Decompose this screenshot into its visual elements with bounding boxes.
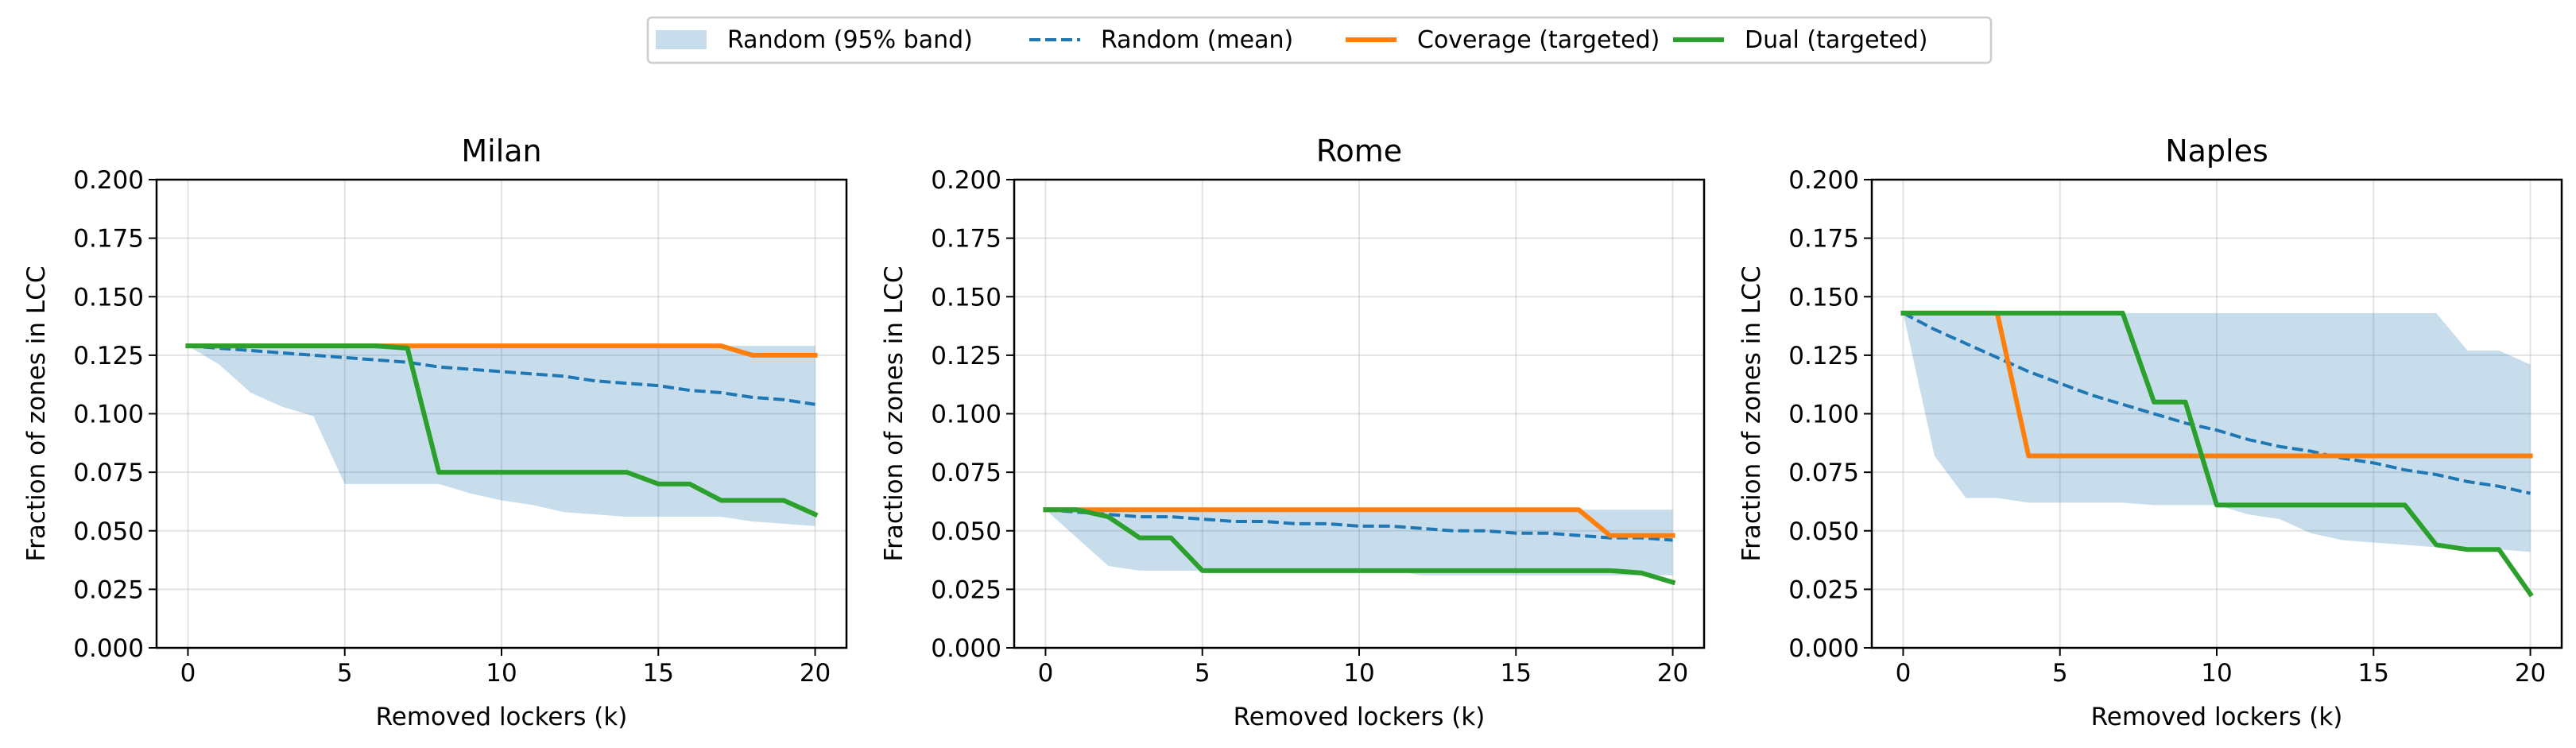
x-tick-label: 10 [2201, 659, 2232, 688]
y-tick-label: 0.175 [931, 225, 1001, 254]
legend-label-band: Random (95% band) [727, 26, 973, 54]
y-tick-label: 0.125 [1788, 342, 1859, 370]
series-line-mean [1045, 508, 1673, 542]
x-axis-label: Removed lockers (k) [376, 703, 628, 731]
x-tick-label: 5 [2052, 659, 2068, 688]
legend-label-coverage: Coverage (targeted) [1417, 26, 1660, 54]
chart-title: Naples [2165, 134, 2268, 169]
band-area [188, 346, 815, 526]
x-tick-label: 20 [1657, 659, 1688, 688]
y-tick-label: 0.075 [73, 459, 144, 487]
y-tick-label: 0.100 [931, 401, 1001, 429]
series-line-coverage [1043, 507, 1675, 538]
x-tick-label: 15 [2358, 659, 2389, 688]
panel-rome: 0 5 10 15 20 0.000 0.025 0.050 0.075 0.100 0.125 0.… [880, 134, 1706, 731]
x-tick-label: 5 [337, 659, 353, 688]
chart-title: Milan [461, 134, 541, 169]
y-axis-label: Fraction of zones in LCC [22, 266, 51, 562]
y-tick-label: 0.200 [1788, 166, 1859, 195]
y-tick-label: 0.100 [73, 401, 144, 429]
x-axis-label: Removed lockers (k) [1234, 703, 1486, 731]
y-tick-label: 0.050 [73, 517, 144, 546]
series-line-dual [1043, 507, 1676, 586]
x-tick-label: 10 [486, 659, 517, 688]
y-tick-label: 0.150 [73, 283, 144, 312]
legend: Random (95% band) Random (mean) Coverage… [646, 16, 1993, 64]
x-tick-label: 20 [800, 659, 831, 688]
y-tick-label: 0.000 [931, 634, 1001, 663]
y-tick-label: 0.050 [1788, 517, 1859, 546]
y-tick-label: 0.025 [1788, 576, 1859, 604]
x-tick-label: 10 [1343, 659, 1374, 688]
band-area [1045, 510, 1673, 576]
legend-label-dual: Dual (targeted) [1745, 26, 1928, 54]
chart-title: Rome [1316, 134, 1402, 169]
y-tick-label: 0.150 [1788, 283, 1859, 312]
y-tick-label: 0.150 [931, 283, 1001, 312]
y-tick-label: 0.175 [1788, 225, 1859, 254]
x-axis-label: Removed lockers (k) [2091, 703, 2343, 731]
y-tick-label: 0.000 [1788, 634, 1859, 663]
x-tick-label: 15 [1501, 659, 1532, 688]
y-tick-label: 0.125 [931, 342, 1001, 370]
legend-frame [646, 16, 1993, 64]
series-line-dual [185, 343, 819, 518]
y-tick-label: 0.025 [931, 576, 1001, 604]
y-tick-label: 0.000 [73, 634, 144, 663]
series-line-dual [1900, 310, 2534, 598]
y-tick-label: 0.075 [931, 459, 1001, 487]
x-tick-label: 5 [1195, 659, 1211, 688]
x-tick-label: 15 [643, 659, 674, 688]
y-tick-label: 0.125 [73, 342, 144, 370]
y-tick-label: 0.050 [931, 517, 1001, 546]
y-tick-label: 0.200 [73, 166, 144, 195]
y-tick-label: 0.025 [73, 576, 144, 604]
panel-milan: 0 5 10 15 20 0.000 0.025 0.050 0.075 0.100 0.125 0.… [22, 134, 848, 731]
band-area [1903, 312, 2531, 552]
y-axis-label: Fraction of zones in LCC [1737, 266, 1766, 562]
y-tick-label: 0.100 [1788, 401, 1859, 429]
y-tick-label: 0.200 [931, 166, 1001, 195]
legend-swatch-band [656, 30, 707, 49]
y-tick-label: 0.075 [1788, 459, 1859, 487]
panel-naples: 0 5 10 15 20 0.000 0.025 0.050 0.075 0.100 0.125 0.… [1737, 134, 2563, 731]
x-tick-label: 0 [1038, 659, 1054, 688]
x-tick-label: 0 [1896, 659, 1912, 688]
series-line-coverage [1900, 310, 2533, 459]
series-line-mean [188, 344, 815, 406]
x-tick-label: 20 [2515, 659, 2546, 688]
y-axis-label: Fraction of zones in LCC [880, 266, 908, 562]
x-tick-label: 0 [180, 659, 196, 688]
y-tick-label: 0.175 [73, 225, 144, 254]
legend-label-mean: Random (mean) [1101, 26, 1293, 54]
